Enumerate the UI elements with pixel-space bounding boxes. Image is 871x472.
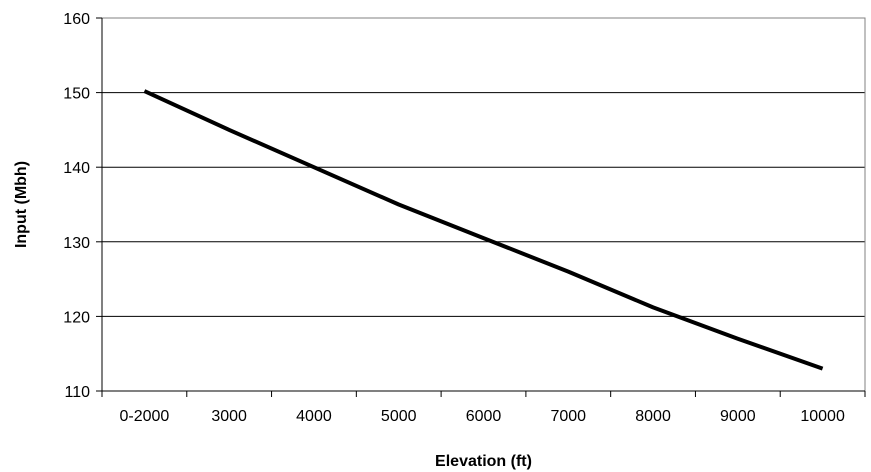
x-tick-label-6000: 6000 [466, 408, 502, 425]
y-tick-label-150: 150 [63, 86, 90, 103]
series-line [143, 89, 824, 371]
y-tick-label-120: 120 [63, 309, 90, 326]
x-tick-label-4000: 4000 [296, 408, 332, 425]
x-tick-label-0-2000: 0-2000 [119, 408, 169, 425]
x-tick-label-3000: 3000 [211, 408, 247, 425]
x-tick-labels: 0-2000 3000 4000 5000 6000 7000 8000 9000 10000 [119, 408, 844, 425]
y-tick-labels: 110 120 130 140 150 160 [63, 11, 90, 401]
axes [96, 17, 866, 397]
x-tick-label-5000: 5000 [381, 408, 417, 425]
y-tick-label-160: 160 [63, 11, 90, 28]
y-axis-title: Input (Mbh) [13, 161, 30, 248]
x-tick-label-7000: 7000 [550, 408, 586, 425]
x-tick-label-10000: 10000 [800, 408, 845, 425]
x-axis-title: Elevation (ft) [435, 453, 532, 470]
gridlines [102, 17, 865, 317]
y-tick-label-130: 130 [63, 235, 90, 252]
x-tick-label-9000: 9000 [720, 408, 756, 425]
x-tick-label-8000: 8000 [635, 408, 671, 425]
plot-area-border [101, 17, 866, 392]
y-tick-label-140: 140 [63, 160, 90, 177]
y-tick-label-110: 110 [64, 384, 90, 401]
